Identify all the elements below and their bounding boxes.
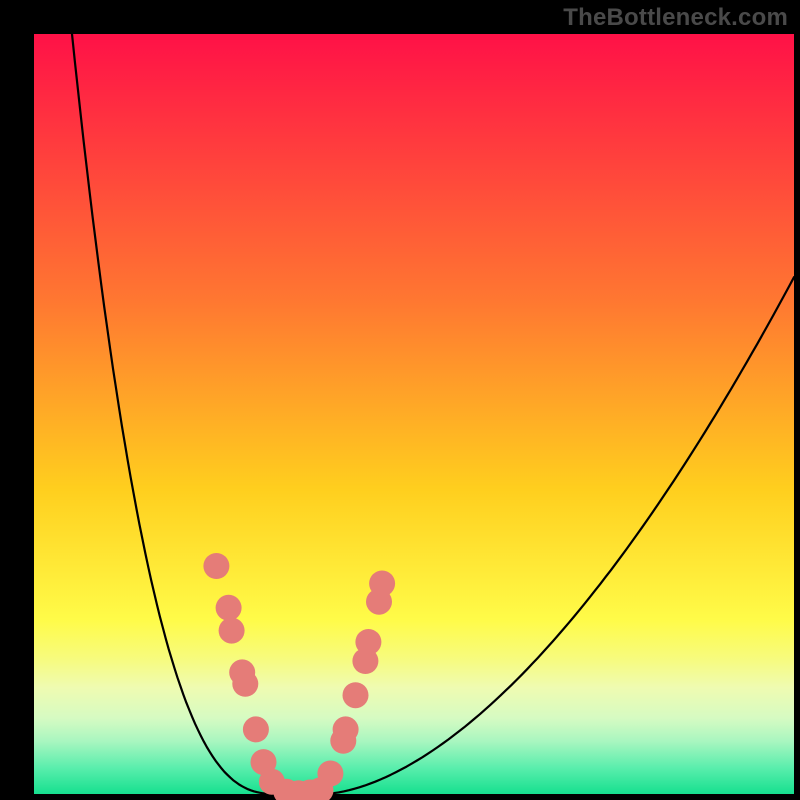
data-marker <box>203 553 229 579</box>
marker-group <box>203 553 395 800</box>
data-marker <box>333 716 359 742</box>
data-marker <box>343 682 369 708</box>
data-marker <box>216 595 242 621</box>
data-marker <box>232 671 258 697</box>
data-marker <box>355 629 381 655</box>
data-marker <box>219 618 245 644</box>
chart-svg <box>0 0 800 800</box>
data-marker <box>317 761 343 787</box>
chart-stage: TheBottleneck.com <box>0 0 800 800</box>
data-marker <box>369 571 395 597</box>
data-marker <box>243 716 269 742</box>
bottleneck-curve <box>72 34 794 794</box>
